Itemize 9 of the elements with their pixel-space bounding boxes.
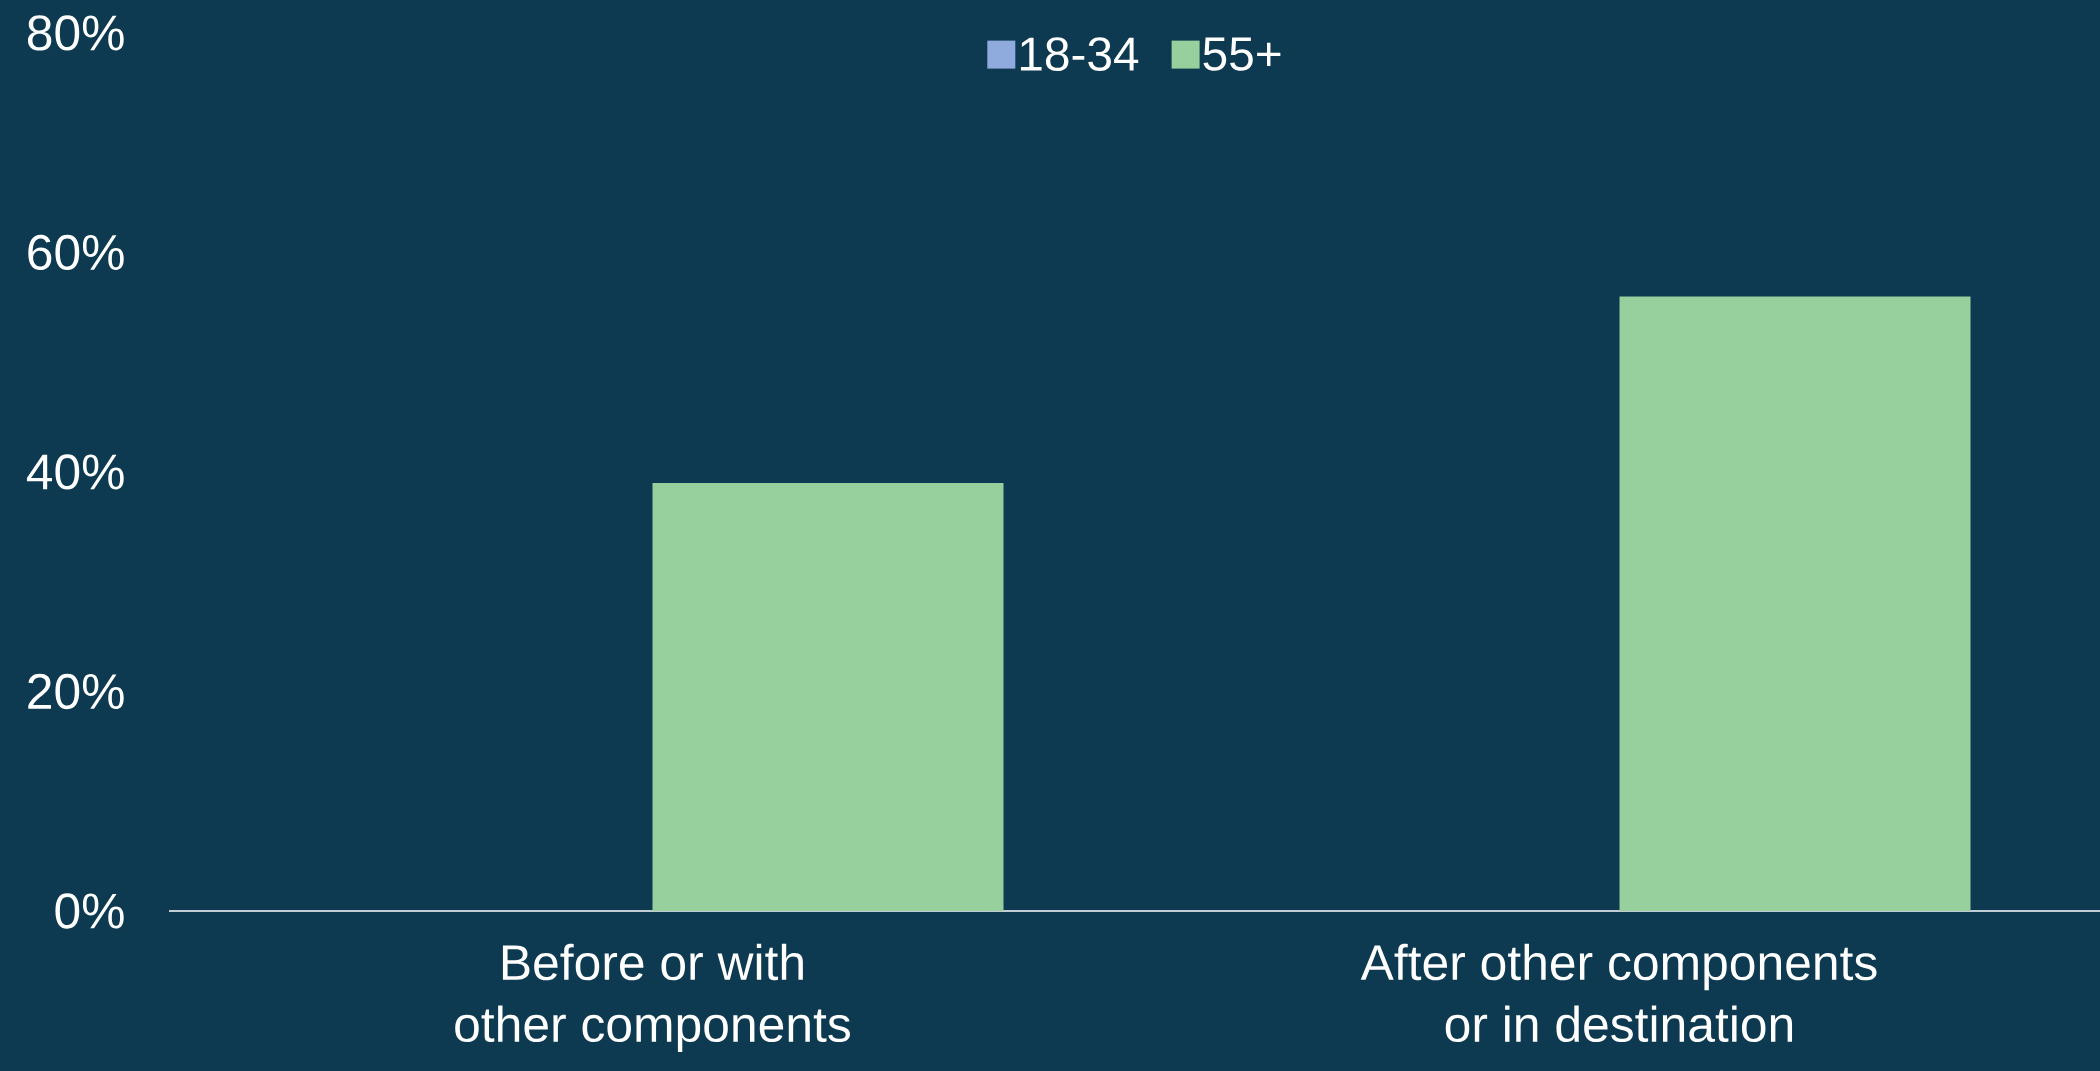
x-tick-label: After other components or in destination [1360,943,1877,1043]
y-tick-label: 60% [28,234,124,271]
y-tick-label: 20% [28,673,124,710]
y-tick-label: 80% [27,15,124,51]
legend-label: 55+ [1203,37,1281,71]
y-tick-label: 40% [26,454,124,490]
legend-label: 18-34 [1020,37,1139,72]
x-tick-label: Before or with other components [455,943,850,1052]
y-tick-label: 0% [55,893,124,929]
